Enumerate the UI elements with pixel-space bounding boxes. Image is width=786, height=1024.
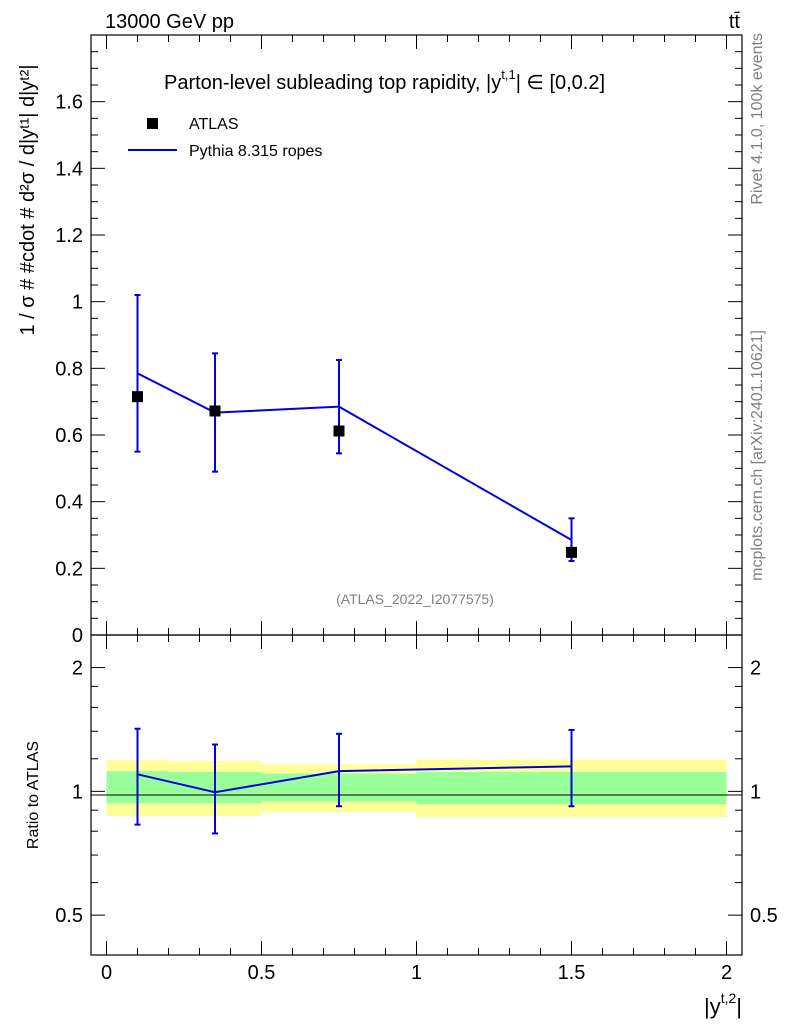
legend-atlas-marker (147, 118, 158, 129)
chart-title-end: | ∈ [0,0.2] (516, 72, 605, 94)
main-ytick-label: 1.6 (55, 92, 83, 114)
pythia-line (137, 372, 572, 541)
ratio-ytick-label-left: 0.5 (55, 905, 83, 927)
main-ytick-label: 1.2 (55, 225, 83, 247)
energy-label: 13000 GeV pp (105, 11, 234, 33)
chart-title-main: Parton-level subleading top rapidity, |y (164, 72, 501, 94)
main-ytick-label: 0 (72, 625, 83, 647)
main-ytick-label: 0.2 (55, 558, 83, 580)
y-axis-label: 1 / σ # #cdot # d²σ / d|yᵗ¹| d|yᵗ²| (17, 64, 39, 335)
legend: ATLAS Pythia 8.315 ropes (128, 116, 322, 160)
ratio-data-marks (134, 727, 575, 835)
chart-title: Parton-level subleading top rapidity, |y… (164, 67, 605, 94)
ratio-axis-ticks: 0.5 0.5 1 1 2 2 0 0.5 1 1.5 2 (55, 635, 778, 984)
analysis-watermark: (ATLAS_2022_I2077575) (336, 591, 494, 607)
ratio-xtick-label: 2 (721, 962, 732, 984)
legend-pythia-label: Pythia 8.315 ropes (189, 143, 322, 160)
ratio-ytick-label-right: 0.5 (750, 905, 778, 927)
rivet-version-label: Rivet 4.1.0, 100k events (749, 33, 766, 205)
mcplots-label: mcplots.cern.ch [arXiv:2401.10621] (749, 330, 766, 581)
main-ytick-label: 0.4 (55, 492, 83, 514)
ratio-xtick-label: 1 (411, 962, 422, 984)
main-panel: Parton-level subleading top rapidity, |y… (17, 34, 743, 647)
ratio-xtick-label: 0.5 (248, 962, 276, 984)
x-axis-label-end: | (736, 994, 742, 1019)
atlas-data-point (333, 425, 345, 437)
x-axis-label: |yt,2| (704, 990, 742, 1019)
main-ytick-label: 1 (72, 292, 83, 314)
main-data-marks (132, 294, 577, 562)
ratio-y-axis-label: Ratio to ATLAS (25, 741, 42, 849)
x-axis-label-main: |y (704, 994, 721, 1019)
main-ytick-label: 0.6 (55, 425, 83, 447)
process-label: tt̄ (729, 11, 741, 33)
x-axis-label-sup: t,2 (721, 990, 737, 1006)
ratio-xtick-label: 1.5 (558, 962, 586, 984)
chart-title-sup: t,1 (501, 67, 515, 82)
atlas-data-point (566, 546, 577, 558)
main-ytick-label: 1.4 (55, 158, 83, 180)
atlas-data-point (209, 405, 221, 417)
ratio-ytick-label-right: 1 (750, 781, 761, 803)
legend-atlas-label: ATLAS (189, 116, 239, 133)
main-axis-ticks: 0 0.2 0.4 0.6 0.8 1 1.2 1.4 1.6 (55, 35, 742, 647)
ratio-xtick-label: 0 (101, 962, 112, 984)
ratio-ytick-label-left: 1 (72, 781, 83, 803)
main-ytick-label: 0.8 (55, 358, 83, 380)
ratio-ytick-label-left: 2 (72, 658, 83, 680)
atlas-data-point (132, 391, 143, 403)
ratio-line (137, 765, 572, 794)
ratio-panel: Ratio to ATLAS 0.5 0.5 1 1 2 2 0 0.5 1 1.5 2 |yt,2… (25, 634, 778, 1019)
ratio-ytick-label-right: 2 (750, 658, 761, 680)
